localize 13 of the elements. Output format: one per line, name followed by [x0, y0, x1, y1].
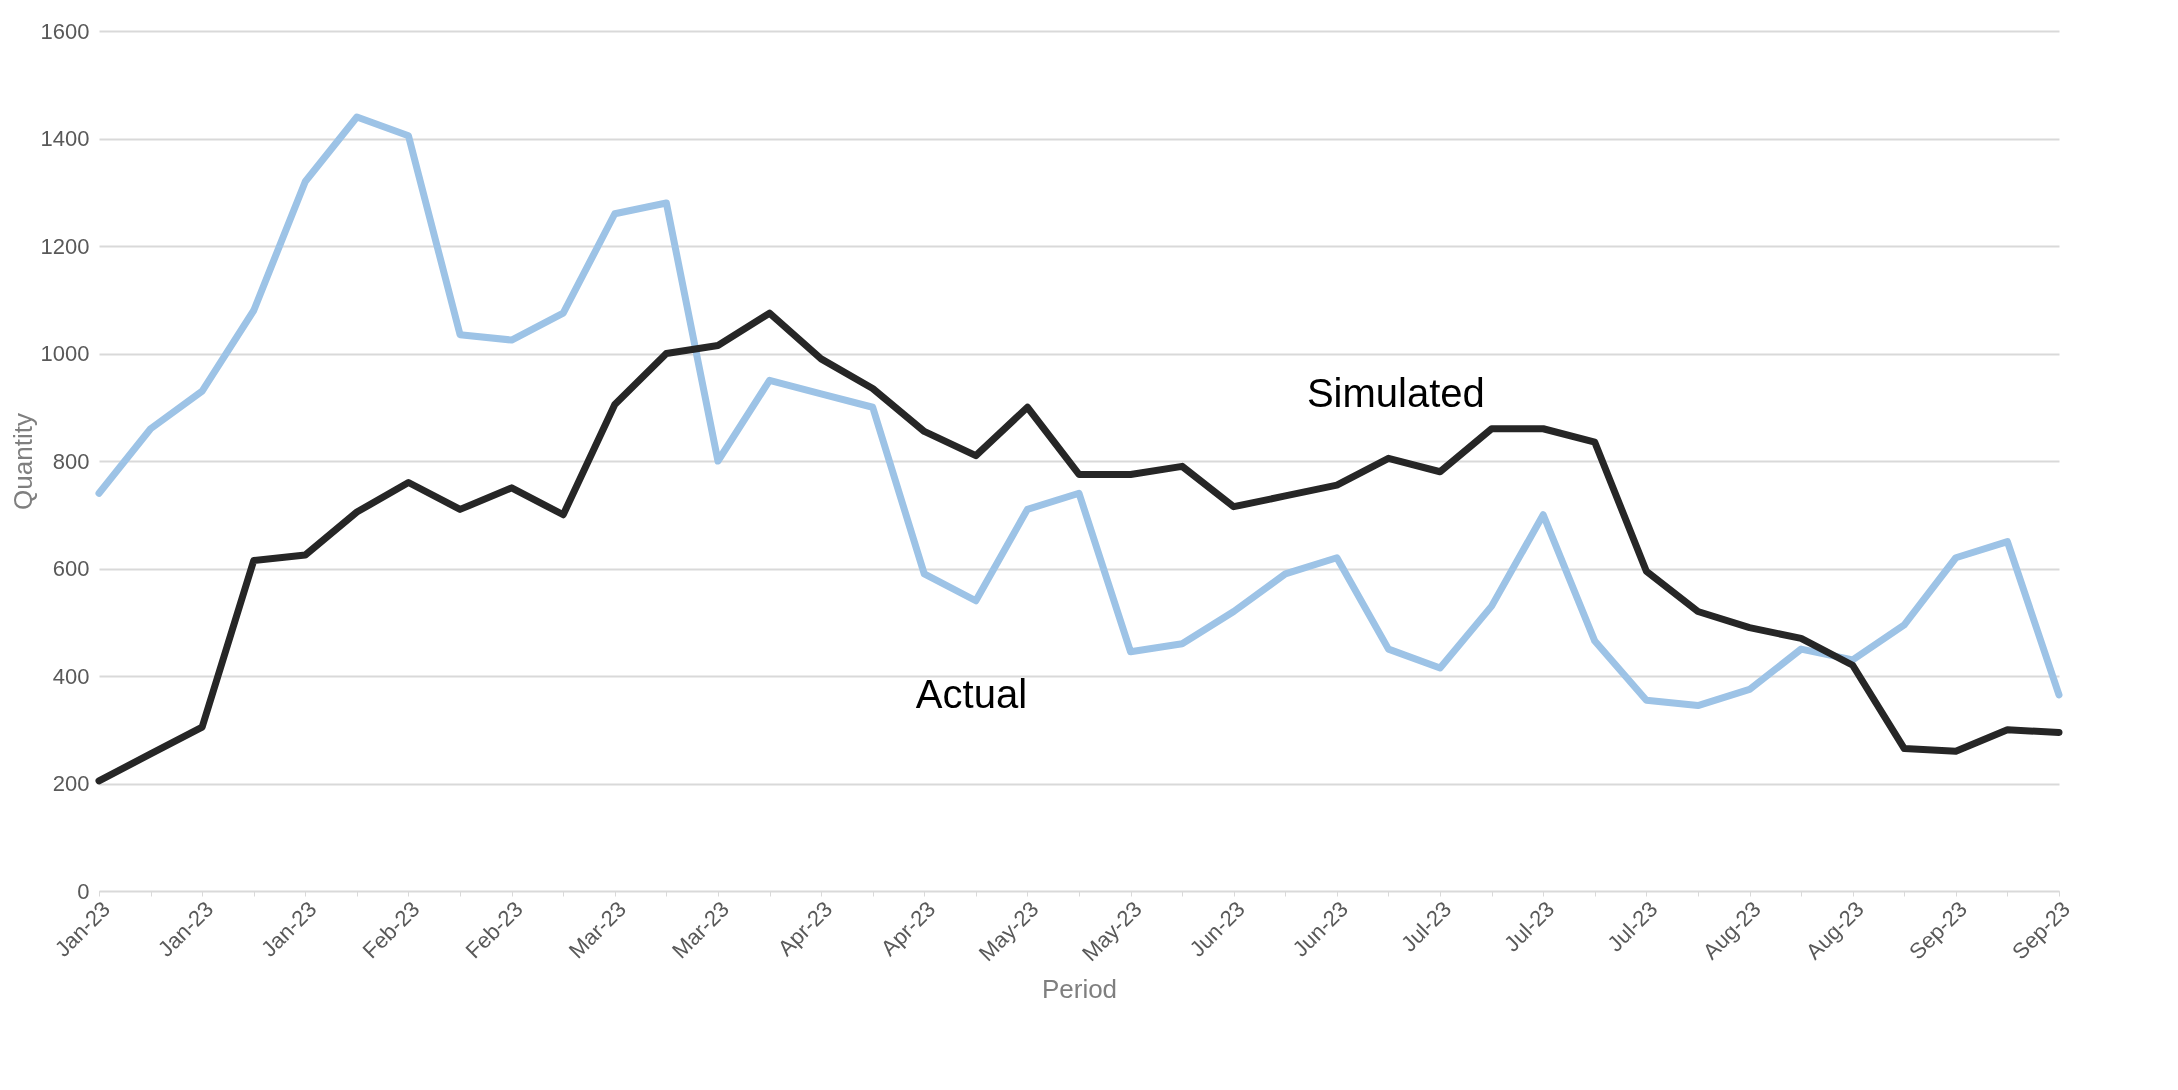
- y-tick-label: 0: [77, 878, 90, 904]
- y-tick-label: 600: [52, 556, 90, 581]
- y-axis-title: Quantity: [7, 413, 38, 510]
- text: Actual: [915, 671, 1028, 716]
- y-tick-label: 800: [52, 448, 90, 474]
- y-tick-label: 200: [52, 771, 90, 796]
- y-tick-label: 1200: [40, 233, 90, 259]
- x-axis-title: Period: [1041, 974, 1118, 1005]
- y-tick-label: 1600: [40, 18, 90, 44]
- y-tick-label: 400: [52, 663, 90, 689]
- y-tick-label: 1000: [40, 341, 90, 366]
- series-label: Simulated: [1306, 371, 1485, 416]
- y-tick-label: 1400: [40, 126, 90, 151]
